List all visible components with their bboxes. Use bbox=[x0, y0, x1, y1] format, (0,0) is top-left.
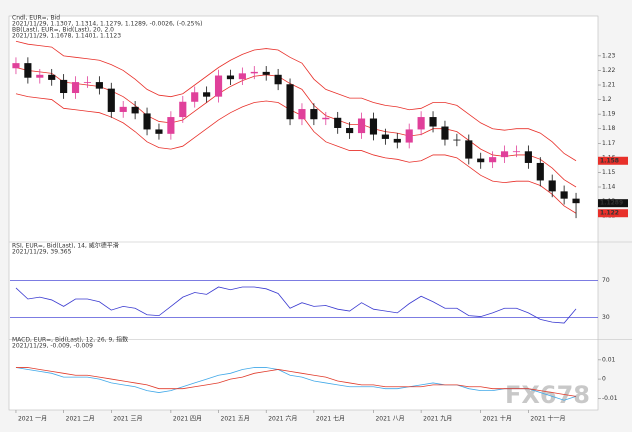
y-tick-label: 1.18 bbox=[602, 125, 616, 132]
price-tag bbox=[598, 209, 628, 218]
candle-body bbox=[60, 79, 68, 94]
x-tick-label: 2021 七月 bbox=[316, 415, 345, 423]
x-tick-label: 2021 四月 bbox=[173, 416, 202, 423]
candle-body bbox=[203, 92, 211, 97]
candle-body bbox=[155, 129, 163, 134]
plot-frame bbox=[8, 15, 599, 411]
y-tick-label: 0.01 bbox=[602, 356, 616, 363]
candle-body bbox=[536, 162, 544, 181]
candle-body bbox=[572, 198, 580, 204]
candle-body bbox=[191, 92, 199, 102]
x-tick-label: 2021 一月 bbox=[18, 416, 47, 423]
y-tick-label: -0.01 bbox=[602, 395, 618, 402]
candle-body bbox=[560, 191, 568, 199]
y-tick-label: 1.17 bbox=[602, 140, 616, 147]
candle-body bbox=[226, 75, 235, 80]
band-lower bbox=[15, 93, 577, 214]
candle-body bbox=[405, 129, 413, 143]
x-tick-label: 2021 二月 bbox=[66, 416, 95, 423]
candle-body bbox=[179, 101, 187, 118]
y-tick-label: 1.15 bbox=[602, 169, 616, 176]
candle-body bbox=[369, 118, 378, 135]
candle-body bbox=[477, 158, 485, 163]
candle-body bbox=[489, 157, 497, 163]
y-tick-label: 1.22 bbox=[602, 67, 616, 74]
panel-title: Cndl, EUR=, Bid bbox=[12, 15, 60, 22]
panel-info: 2021/11/29, 1.1307, 1.1314, 1.1279, 1.12… bbox=[12, 21, 203, 28]
candle-body bbox=[500, 151, 509, 158]
candle-body bbox=[286, 84, 294, 120]
overlay-title: BB(Last), EUR=, Bid(Last), 20, 2.0 bbox=[12, 27, 114, 34]
candle-body bbox=[548, 180, 556, 192]
candle-body bbox=[298, 109, 306, 120]
price-tag-label: 1.158 bbox=[600, 157, 619, 164]
candle-body bbox=[417, 117, 425, 130]
panel-title: RSI, EUR=, Bid(Last), 14, 威尔德平滑 bbox=[12, 242, 119, 250]
candle-body bbox=[83, 82, 92, 83]
candle-body bbox=[524, 151, 532, 163]
candle-body bbox=[310, 109, 318, 120]
candle-body bbox=[48, 74, 56, 80]
candle-body bbox=[12, 63, 20, 69]
y-tick-label: 30 bbox=[602, 314, 610, 321]
candle-body bbox=[262, 71, 270, 75]
panel-info: 2021/11/29, 39.365 bbox=[12, 249, 72, 256]
candle-body bbox=[465, 140, 473, 159]
candle-body bbox=[322, 117, 330, 120]
candle-body bbox=[214, 75, 223, 97]
panel-info: 2021/11/29, -0.009, -0.009 bbox=[12, 343, 93, 350]
y-tick-label: 1.23 bbox=[602, 52, 616, 59]
candle-body bbox=[393, 138, 401, 143]
price-tag bbox=[598, 199, 628, 208]
x-tick-label: 2021 三月 bbox=[113, 416, 142, 423]
y-tick-label: 1.14 bbox=[602, 184, 616, 191]
candle-body bbox=[346, 127, 354, 134]
price-tag-label: 1.1289 bbox=[600, 200, 623, 207]
indicator-line bbox=[15, 367, 577, 401]
candle-body bbox=[238, 73, 246, 80]
candle-body bbox=[167, 117, 175, 134]
candle-body bbox=[131, 106, 139, 114]
price-tag bbox=[598, 156, 628, 165]
indicator-line bbox=[15, 367, 577, 397]
candle-body bbox=[453, 139, 461, 141]
candle-body bbox=[95, 82, 103, 89]
candle-body bbox=[24, 63, 32, 78]
candle-body bbox=[429, 117, 437, 127]
panel-title: MACD, EUR=, Bid(Last), 12, 26, 9, 指数 bbox=[12, 336, 128, 344]
candle-body bbox=[143, 113, 151, 130]
y-tick-label: 70 bbox=[602, 277, 610, 284]
candle-body bbox=[71, 82, 80, 94]
candle-body bbox=[107, 88, 115, 112]
x-tick-label: 2021 十一月 bbox=[530, 415, 565, 423]
overlay-info: 2021/11/29, 1.1678, 1.1401, 1.1123 bbox=[12, 33, 121, 40]
candle-body bbox=[381, 134, 389, 139]
candle-body bbox=[250, 71, 258, 74]
x-tick-label: 2021 八月 bbox=[375, 416, 404, 423]
indicator-line bbox=[15, 286, 577, 324]
candle-body bbox=[441, 126, 449, 140]
price-tag-label: 1.122 bbox=[600, 210, 619, 217]
candle-body bbox=[512, 151, 521, 153]
y-tick-label: 1.21 bbox=[602, 82, 616, 89]
candle-body bbox=[274, 74, 282, 85]
y-tick-label: 0 bbox=[602, 376, 606, 383]
y-tick-label: 1.2 bbox=[602, 96, 612, 103]
candle-body bbox=[36, 74, 44, 78]
band-upper bbox=[15, 40, 577, 162]
x-tick-label: 2021 六月 bbox=[268, 415, 297, 423]
x-tick-label: 2021 十月 bbox=[483, 415, 512, 423]
x-tick-label: 2021 九月 bbox=[423, 415, 452, 423]
candle-body bbox=[119, 106, 127, 112]
candle-body bbox=[334, 117, 342, 128]
y-tick-label: 1.19 bbox=[602, 111, 616, 118]
x-tick-label: 2021 五月 bbox=[221, 416, 250, 423]
candle-body bbox=[357, 118, 366, 134]
